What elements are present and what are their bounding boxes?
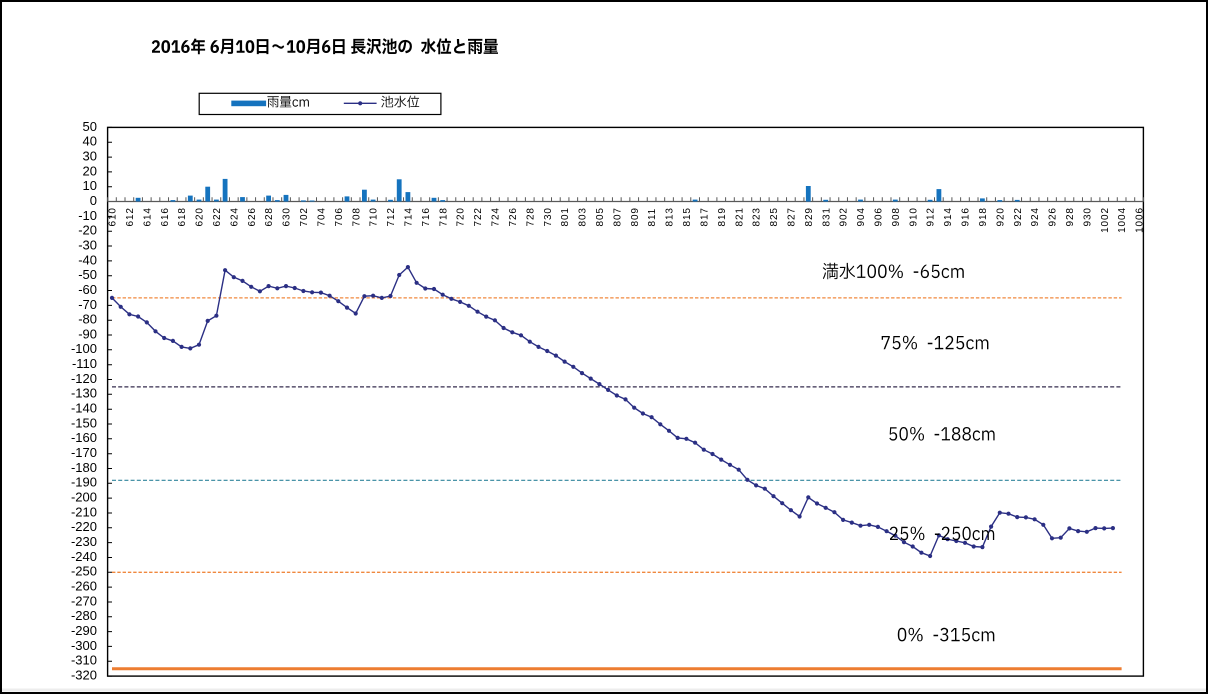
svg-text:-100: -100	[71, 341, 97, 356]
svg-text:823: 823	[752, 207, 763, 226]
svg-text:40: 40	[83, 134, 97, 149]
svg-text:813: 813	[665, 207, 676, 226]
svg-text:-280: -280	[71, 608, 97, 623]
svg-text:-300: -300	[71, 638, 97, 653]
svg-text:-270: -270	[71, 593, 97, 608]
svg-text:912: 912	[926, 207, 937, 226]
svg-text:722: 722	[473, 207, 484, 226]
svg-text:50: 50	[83, 119, 97, 134]
svg-text:726: 726	[508, 207, 519, 226]
svg-text:827: 827	[787, 207, 798, 226]
svg-text:805: 805	[595, 207, 606, 226]
svg-text:712: 712	[386, 207, 397, 226]
svg-text:30: 30	[83, 149, 97, 164]
svg-text:807: 807	[612, 207, 623, 226]
svg-text:610: 610	[108, 207, 119, 226]
svg-text:-110: -110	[72, 356, 97, 371]
svg-text:922: 922	[1013, 207, 1024, 226]
svg-text:817: 817	[699, 207, 710, 226]
svg-text:-250: -250	[71, 564, 97, 579]
svg-text:924: 924	[1030, 207, 1041, 226]
svg-text:-230: -230	[71, 534, 97, 549]
svg-text:628: 628	[264, 207, 275, 226]
svg-text:926: 926	[1048, 207, 1059, 226]
svg-text:20: 20	[83, 163, 97, 178]
svg-text:714: 714	[404, 207, 415, 226]
svg-text:624: 624	[229, 207, 240, 226]
svg-text:914: 914	[943, 207, 954, 226]
svg-text:-180: -180	[71, 460, 97, 475]
svg-text:902: 902	[839, 207, 850, 226]
svg-text:821: 821	[734, 207, 745, 226]
svg-text:-210: -210	[71, 504, 97, 519]
svg-text:801: 801	[560, 207, 571, 226]
svg-text:815: 815	[682, 207, 693, 226]
svg-text:-10: -10	[78, 208, 97, 223]
svg-text:1006: 1006	[1135, 207, 1146, 233]
svg-text:706: 706	[334, 207, 345, 226]
svg-text:-20: -20	[78, 223, 97, 238]
svg-text:928: 928	[1065, 207, 1076, 226]
svg-text:1002: 1002	[1100, 207, 1111, 233]
svg-text:614: 614	[142, 207, 153, 226]
svg-text:-290: -290	[71, 623, 97, 638]
svg-text:908: 908	[891, 207, 902, 226]
svg-text:930: 930	[1082, 207, 1093, 226]
svg-text:918: 918	[978, 207, 989, 226]
svg-text:-60: -60	[78, 282, 97, 297]
svg-text:702: 702	[299, 207, 310, 226]
svg-text:-130: -130	[71, 386, 97, 401]
svg-text:825: 825	[769, 207, 780, 226]
svg-text:-40: -40	[78, 252, 97, 267]
svg-text:906: 906	[874, 207, 885, 226]
svg-text:710: 710	[369, 207, 380, 226]
svg-text:811: 811	[647, 208, 658, 227]
svg-text:-90: -90	[78, 326, 97, 341]
svg-text:612: 612	[125, 207, 136, 226]
svg-text:704: 704	[317, 207, 328, 226]
svg-text:-150: -150	[71, 415, 97, 430]
svg-text:-260: -260	[71, 579, 97, 594]
svg-text:720: 720	[456, 207, 467, 226]
svg-text:910: 910	[908, 207, 919, 226]
svg-text:728: 728	[525, 207, 536, 226]
svg-text:-70: -70	[78, 297, 97, 312]
svg-text:622: 622	[212, 207, 223, 226]
svg-text:-190: -190	[71, 475, 97, 490]
svg-text:-320: -320	[71, 668, 97, 683]
svg-text:-80: -80	[78, 312, 97, 327]
svg-text:718: 718	[438, 207, 449, 226]
svg-text:819: 819	[717, 207, 728, 226]
svg-text:-170: -170	[71, 445, 97, 460]
svg-text:-30: -30	[78, 237, 97, 252]
svg-text:716: 716	[421, 207, 432, 226]
svg-text:630: 630	[282, 207, 293, 226]
svg-text:724: 724	[491, 207, 502, 226]
svg-text:708: 708	[351, 207, 362, 226]
svg-text:920: 920	[995, 207, 1006, 226]
svg-text:-200: -200	[71, 490, 97, 505]
svg-text:-50: -50	[78, 267, 97, 282]
svg-text:-220: -220	[71, 519, 97, 534]
svg-text:616: 616	[160, 207, 171, 226]
svg-text:-140: -140	[71, 401, 97, 416]
svg-text:0: 0	[90, 193, 97, 208]
svg-text:904: 904	[856, 207, 867, 226]
svg-text:803: 803	[578, 207, 589, 226]
svg-text:-240: -240	[71, 549, 97, 564]
svg-text:-310: -310	[71, 653, 97, 668]
svg-text:1004: 1004	[1117, 207, 1128, 233]
svg-text:-160: -160	[71, 430, 97, 445]
svg-text:618: 618	[177, 207, 188, 226]
svg-text:831: 831	[821, 207, 832, 226]
svg-text:730: 730	[543, 207, 554, 226]
svg-text:626: 626	[247, 207, 258, 226]
svg-text:10: 10	[83, 178, 97, 193]
svg-text:620: 620	[195, 207, 206, 226]
svg-text:829: 829	[804, 207, 815, 226]
svg-text:809: 809	[630, 207, 641, 226]
svg-text:-120: -120	[71, 371, 97, 386]
svg-text:916: 916	[961, 207, 972, 226]
